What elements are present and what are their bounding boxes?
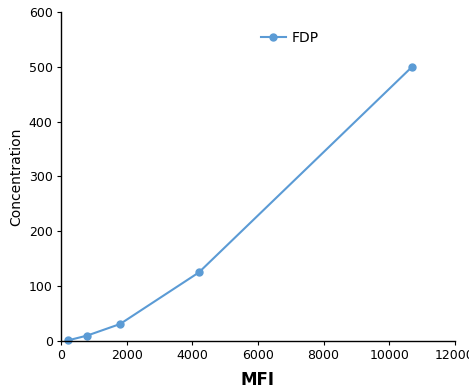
Y-axis label: Concentration: Concentration	[9, 127, 23, 225]
X-axis label: MFI: MFI	[241, 371, 275, 389]
FDP	[196, 270, 202, 275]
Line: FDP: FDP	[64, 63, 416, 344]
FDP	[84, 333, 90, 338]
FDP	[65, 338, 70, 343]
FDP	[409, 64, 415, 69]
Legend: FDP: FDP	[255, 25, 324, 51]
FDP	[117, 322, 123, 327]
